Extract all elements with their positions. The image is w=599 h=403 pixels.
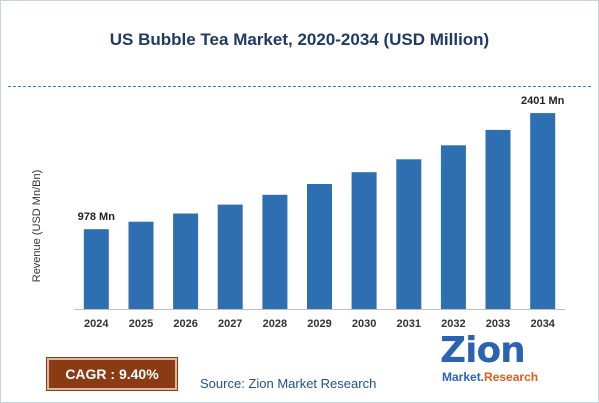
data-label-2034: 2401 Mn xyxy=(521,95,565,107)
source-note: Source: Zion Market Research xyxy=(200,376,377,391)
bar-2026 xyxy=(173,213,199,309)
logo-sub-left: Market. xyxy=(442,370,485,384)
bar-2034 xyxy=(530,113,556,309)
data-label-2024: 978 Mn xyxy=(78,211,116,223)
x-tick-label-2030: 2030 xyxy=(352,318,376,330)
bar-2028 xyxy=(262,194,288,309)
cagr-badge: CAGR : 9.40% xyxy=(47,358,177,390)
bar-2031 xyxy=(396,159,422,309)
logo-wordmark: Zion xyxy=(440,330,526,371)
bar-2025 xyxy=(128,221,154,309)
bar-2029 xyxy=(307,184,332,309)
bar-2032 xyxy=(440,145,466,309)
bar-2024 xyxy=(83,229,109,309)
x-tick-label-2025: 2025 xyxy=(129,318,153,330)
chart-title: US Bubble Tea Market, 2020-2034 (USD Mil… xyxy=(109,30,490,49)
bar-2030 xyxy=(351,172,377,309)
logo-subtitle: Market.Research xyxy=(442,370,538,384)
zion-logo: Zion Market.Research xyxy=(440,330,552,390)
x-tick-label-2032: 2032 xyxy=(441,318,465,330)
x-tick-label-2029: 2029 xyxy=(307,318,331,330)
x-tick-label-2033: 2033 xyxy=(486,318,510,330)
bar-2027 xyxy=(217,204,243,309)
bar-2033 xyxy=(485,129,511,309)
x-tick-label-2034: 2034 xyxy=(530,318,555,330)
x-tick-label-2028: 2028 xyxy=(263,318,287,330)
x-tick-label-2031: 2031 xyxy=(397,318,421,330)
x-tick-label-2024: 2024 xyxy=(84,318,109,330)
x-tick-label-2026: 2026 xyxy=(173,318,197,330)
title-divider xyxy=(8,86,591,87)
logo-sub-right: Research xyxy=(484,370,539,384)
x-tick-label-2027: 2027 xyxy=(218,318,242,330)
